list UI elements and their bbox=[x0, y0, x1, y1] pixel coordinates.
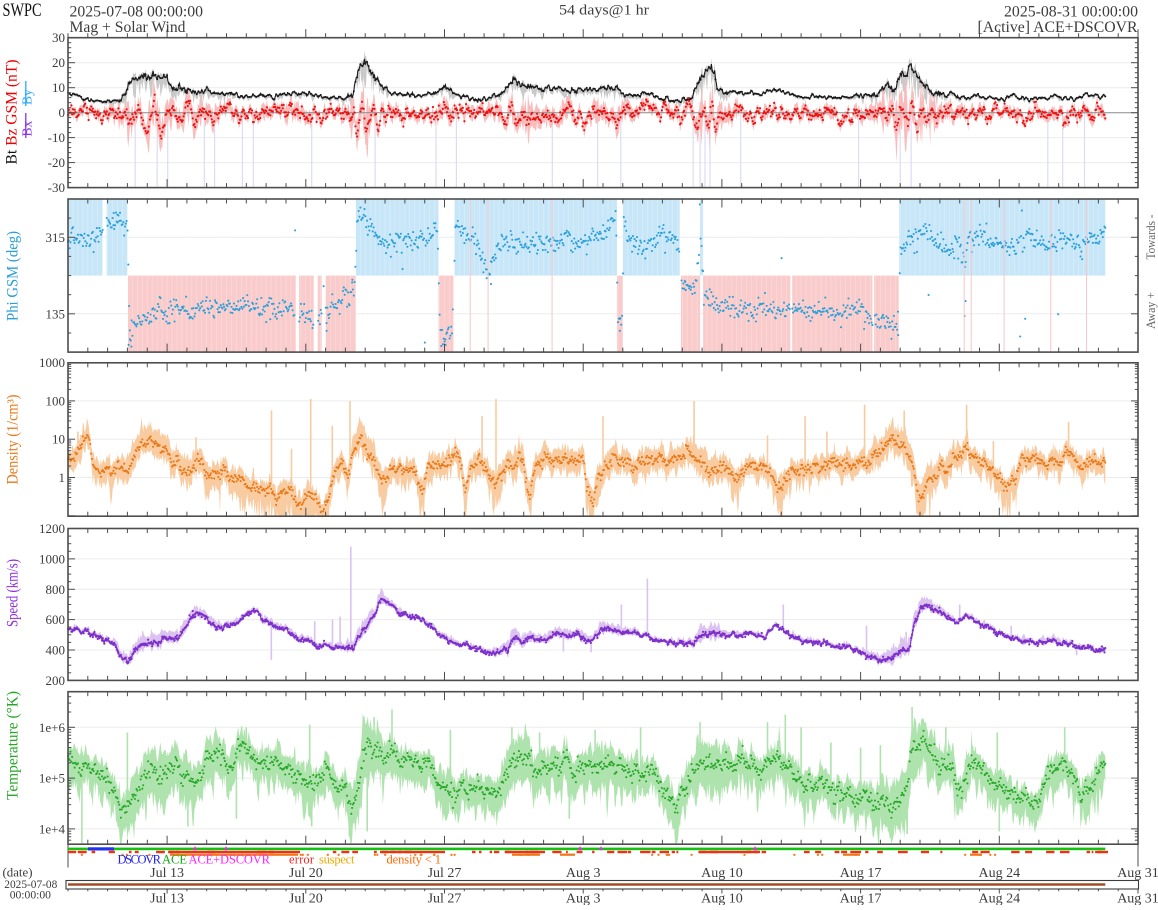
svg-text:-30: -30 bbox=[48, 180, 65, 195]
svg-text:20: 20 bbox=[52, 55, 65, 70]
svg-text:1000: 1000 bbox=[39, 551, 65, 566]
svg-text:-20: -20 bbox=[48, 155, 65, 170]
svg-text:1: 1 bbox=[59, 470, 66, 485]
svg-text:Mag + Solar Wind: Mag + Solar Wind bbox=[70, 19, 186, 36]
svg-text:Aug 10: Aug 10 bbox=[701, 866, 743, 881]
svg-text:315: 315 bbox=[46, 230, 66, 245]
svg-text:SWPC: SWPC bbox=[3, 0, 42, 21]
svg-text:1200: 1200 bbox=[39, 521, 65, 536]
svg-text:Towards -: Towards - bbox=[1143, 215, 1158, 260]
svg-text:800: 800 bbox=[46, 582, 66, 597]
svg-text:Jul 13: Jul 13 bbox=[150, 892, 184, 906]
svg-text:400: 400 bbox=[46, 643, 66, 658]
svg-text:Away +: Away + bbox=[1143, 292, 1158, 329]
svg-text:Aug 31: Aug 31 bbox=[1117, 866, 1158, 881]
svg-text:Aug 24: Aug 24 bbox=[978, 892, 1020, 906]
svg-text:suspect: suspect bbox=[319, 853, 355, 867]
svg-text:Aug 3: Aug 3 bbox=[566, 866, 601, 881]
svg-text:By: By bbox=[20, 89, 35, 105]
svg-text:2025-07-08 00:00:00: 2025-07-08 00:00:00 bbox=[70, 4, 204, 21]
svg-text:Jul 13: Jul 13 bbox=[150, 866, 184, 881]
svg-text:(date): (date) bbox=[3, 865, 33, 880]
svg-text:Jul 27: Jul 27 bbox=[428, 892, 462, 906]
svg-text:Aug 31: Aug 31 bbox=[1117, 892, 1158, 906]
svg-text:density < 1: density < 1 bbox=[387, 853, 442, 867]
svg-text:54 days@1 hr: 54 days@1 hr bbox=[559, 3, 649, 19]
svg-text:Bt Bz GSM (nT): Bt Bz GSM (nT) bbox=[4, 59, 21, 164]
svg-text:00:00:00: 00:00:00 bbox=[10, 888, 51, 902]
svg-text:2025-07-08: 2025-07-08 bbox=[4, 877, 57, 891]
svg-text:135: 135 bbox=[46, 306, 66, 321]
svg-text:200: 200 bbox=[46, 673, 66, 688]
svg-text:10: 10 bbox=[52, 80, 65, 95]
svg-text:DSCOVR: DSCOVR bbox=[118, 853, 162, 867]
svg-text:Jul 20: Jul 20 bbox=[289, 866, 323, 881]
svg-text:Aug 10: Aug 10 bbox=[701, 892, 743, 906]
svg-text:Bx: Bx bbox=[20, 120, 35, 136]
svg-text:Aug 17: Aug 17 bbox=[840, 892, 882, 906]
svg-text:1e+5: 1e+5 bbox=[39, 771, 65, 786]
svg-text:error: error bbox=[289, 853, 315, 867]
svg-text:Density (1/cm³): Density (1/cm³) bbox=[5, 395, 22, 485]
svg-text:ACE: ACE bbox=[162, 853, 187, 867]
svg-text:1000: 1000 bbox=[39, 355, 65, 370]
svg-text:2025-08-31 00:00:00: 2025-08-31 00:00:00 bbox=[1004, 4, 1138, 21]
svg-text:Aug 17: Aug 17 bbox=[840, 866, 882, 881]
svg-text:Aug 24: Aug 24 bbox=[978, 866, 1020, 881]
svg-text:-10: -10 bbox=[48, 130, 65, 145]
svg-text:30: 30 bbox=[52, 30, 65, 45]
svg-text:0: 0 bbox=[59, 105, 66, 120]
svg-text:10: 10 bbox=[52, 432, 65, 447]
svg-text:1e+4: 1e+4 bbox=[39, 821, 66, 836]
svg-text:Speed (km/s): Speed (km/s) bbox=[5, 559, 22, 627]
svg-text:600: 600 bbox=[46, 612, 66, 627]
svg-text:Phi GSM (deg): Phi GSM (deg) bbox=[5, 231, 22, 321]
svg-text:Jul 20: Jul 20 bbox=[289, 892, 323, 906]
svg-text:1e+6: 1e+6 bbox=[39, 720, 66, 735]
svg-text:[Active] ACE+DSCOVR: [Active] ACE+DSCOVR bbox=[978, 19, 1139, 36]
svg-text:Jul 27: Jul 27 bbox=[428, 866, 462, 881]
svg-text:Aug 3: Aug 3 bbox=[566, 892, 601, 906]
svg-text:Temperature (°K): Temperature (°K) bbox=[5, 691, 22, 800]
svg-text:ACE+DSCOVR: ACE+DSCOVR bbox=[189, 853, 271, 867]
svg-text:100: 100 bbox=[46, 393, 66, 408]
